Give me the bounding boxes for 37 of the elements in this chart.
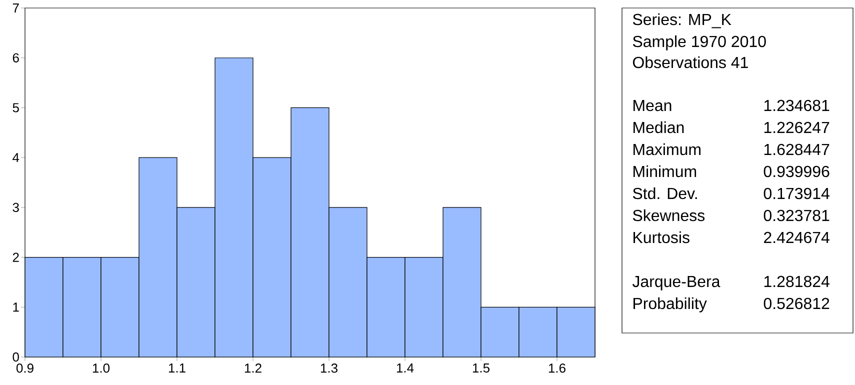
x-tick-label: 0.9 bbox=[16, 364, 34, 373]
x-tick-label: 1.5 bbox=[472, 364, 490, 373]
text: Minimum bbox=[634, 165, 696, 178]
x-tick-label: 1.2 bbox=[244, 364, 262, 373]
y-tick-label: 5 bbox=[12, 103, 19, 112]
text: 0.526812 bbox=[764, 298, 830, 310]
text: Skewness bbox=[632, 209, 705, 222]
text: Kurtosis bbox=[634, 231, 690, 244]
x-tick-label: 1.3 bbox=[320, 364, 338, 373]
text: 2.424674 bbox=[764, 232, 830, 244]
y-tick-label: 1 bbox=[13, 302, 19, 312]
text: Jarque-Bera bbox=[632, 276, 720, 290]
text: 1.234681 bbox=[764, 100, 830, 112]
x-tick-label: 1.6 bbox=[548, 364, 566, 373]
y-tick-label: 4 bbox=[12, 153, 20, 162]
y-tick-label: 3 bbox=[12, 202, 19, 212]
text: Probability bbox=[634, 297, 707, 312]
text: Maximum bbox=[634, 143, 700, 156]
text: Observations 41 bbox=[632, 56, 748, 68]
text: Sample 1970 2010 bbox=[632, 35, 766, 50]
text: 0.173914 bbox=[764, 188, 830, 200]
x-tick-label: 1.1 bbox=[168, 364, 186, 372]
y-tick-label: 6 bbox=[12, 53, 19, 62]
y-tick-label: 7 bbox=[12, 4, 19, 12]
x-tick-label: 1.4 bbox=[396, 364, 414, 372]
x-tick-label: 1.0 bbox=[92, 364, 110, 373]
text: 1.281824 bbox=[764, 276, 830, 288]
text: 1.628447 bbox=[764, 144, 830, 156]
text: Std. Dev. bbox=[632, 187, 697, 200]
text: Series: MP_K bbox=[632, 13, 732, 28]
text: 0.939996 bbox=[764, 166, 830, 178]
text: Mean bbox=[634, 100, 672, 112]
y-tick-label: 0 bbox=[12, 352, 19, 362]
y-tick-label: 2 bbox=[12, 252, 19, 262]
text: 1.226247 bbox=[764, 122, 830, 134]
text: Median bbox=[634, 121, 684, 134]
text: 0.323781 bbox=[764, 210, 830, 222]
